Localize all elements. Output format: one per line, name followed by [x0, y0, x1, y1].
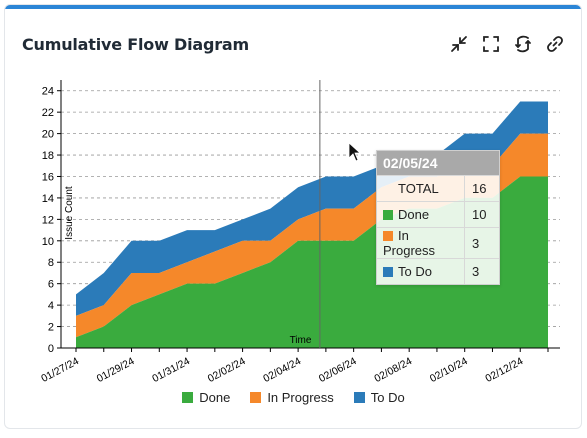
x-tick-label: 02/06/24	[317, 355, 359, 385]
x-tick-label: 01/27/24	[39, 355, 81, 385]
y-tick-label: 22	[42, 107, 54, 119]
link-icon[interactable]	[545, 34, 565, 54]
legend-label: To Do	[370, 390, 405, 405]
in-progress-swatch	[383, 231, 393, 241]
y-tick-label: 6	[48, 279, 54, 291]
tooltip-value: 3	[464, 227, 499, 259]
y-tick-label: 16	[42, 171, 54, 183]
card-header: Cumulative Flow Diagram	[22, 32, 565, 56]
card-accent-bar	[5, 5, 581, 9]
card-title: Cumulative Flow Diagram	[22, 34, 249, 54]
y-tick-label: 4	[48, 300, 54, 312]
done-swatch	[383, 210, 393, 220]
y-tick-label: 18	[42, 150, 54, 162]
tooltip-label: To Do	[398, 264, 432, 279]
tooltip-row-to-do: To Do 3	[377, 258, 499, 284]
card-toolbar	[449, 34, 565, 54]
x-axis-label: Time	[290, 335, 312, 346]
y-axis-label: Issue Count	[64, 186, 75, 240]
legend-item-done[interactable]: Done	[182, 390, 230, 405]
tooltip-label: Done	[398, 207, 430, 222]
legend-label: In Progress	[267, 390, 334, 405]
x-tick-label: 01/31/24	[150, 355, 192, 385]
tooltip-row-in-progress: In Progress 3	[377, 227, 499, 259]
y-tick-label: 0	[48, 343, 54, 355]
x-tick-label: 02/08/24	[372, 355, 414, 385]
y-tick-label: 24	[42, 86, 54, 98]
tooltip-label: In Progress	[383, 228, 436, 258]
legend-label: Done	[199, 390, 231, 405]
y-tick-label: 20	[42, 129, 54, 141]
tooltip-row-total: TOTAL 16	[377, 175, 499, 202]
y-tick-label: 14	[42, 193, 54, 205]
tooltip-row-done: Done 10	[377, 201, 499, 228]
y-tick-label: 8	[48, 257, 54, 269]
tooltip-value: 16	[464, 175, 499, 202]
legend-swatch-done	[182, 392, 194, 403]
refresh-icon[interactable]	[513, 34, 533, 54]
legend-item-in-progress[interactable]: In Progress	[250, 390, 334, 405]
hover-tooltip: 02/05/24 TOTAL 16 Done 10 In Progress 3 …	[376, 150, 500, 285]
tooltip-value: 10	[464, 201, 499, 228]
legend-item-to-do[interactable]: To Do	[353, 390, 405, 405]
legend-swatch-to-do	[353, 392, 365, 403]
to-do-swatch	[383, 267, 393, 277]
fullscreen-icon[interactable]	[481, 34, 501, 54]
y-tick-label: 2	[48, 322, 54, 334]
legend-swatch-in-progress	[250, 392, 262, 403]
x-tick-label: 02/02/24	[206, 355, 248, 385]
y-tick-label: 12	[42, 214, 54, 226]
y-tick-label: 10	[42, 236, 54, 248]
chart-legend: Done In Progress To Do	[0, 390, 587, 405]
mouse-cursor-icon	[348, 142, 362, 162]
x-tick-label: 01/29/24	[95, 355, 137, 385]
x-tick-label: 02/10/24	[428, 355, 470, 385]
collapse-icon[interactable]	[449, 34, 469, 54]
tooltip-value: 3	[464, 258, 499, 284]
x-tick-label: 02/04/24	[261, 355, 303, 385]
x-tick-label: 02/12/24	[483, 355, 525, 385]
tooltip-table: TOTAL 16 Done 10 In Progress 3 To Do 3	[377, 175, 499, 284]
tooltip-label: TOTAL	[377, 175, 465, 202]
tooltip-date: 02/05/24	[377, 151, 499, 175]
